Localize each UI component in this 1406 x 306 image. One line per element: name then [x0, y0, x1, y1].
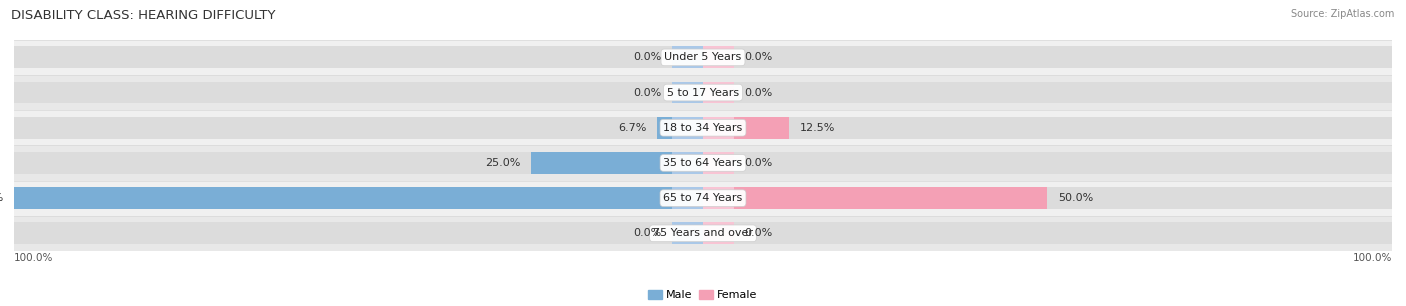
Bar [14, 110, 1392, 145]
Bar [703, 187, 734, 209]
Bar [14, 82, 1392, 103]
Bar [703, 152, 734, 174]
Bar [703, 117, 734, 139]
Bar [14, 47, 1392, 68]
Text: 100.0%: 100.0% [14, 253, 53, 263]
Text: 0.0%: 0.0% [744, 228, 772, 238]
Bar [14, 187, 703, 209]
Legend: Male, Female: Male, Female [644, 285, 762, 304]
Bar [14, 152, 1392, 174]
Text: 0.0%: 0.0% [744, 88, 772, 98]
Bar [703, 222, 734, 244]
Text: 35 to 64 Years: 35 to 64 Years [664, 158, 742, 168]
Text: 0.0%: 0.0% [744, 158, 772, 168]
Text: 50.0%: 50.0% [1057, 193, 1092, 203]
Bar [14, 75, 1392, 110]
Text: 12.5%: 12.5% [800, 123, 835, 133]
Bar [14, 181, 1392, 216]
Text: Under 5 Years: Under 5 Years [665, 52, 741, 62]
Text: Source: ZipAtlas.com: Source: ZipAtlas.com [1291, 9, 1395, 19]
Bar [672, 82, 703, 103]
Bar [14, 145, 1392, 181]
Text: 75 Years and over: 75 Years and over [652, 228, 754, 238]
Bar [672, 152, 703, 174]
Bar [703, 47, 734, 68]
Bar [672, 47, 703, 68]
Bar [672, 222, 703, 244]
Bar [14, 187, 1392, 209]
Bar [672, 117, 703, 139]
Text: 100.0%: 100.0% [0, 193, 4, 203]
Bar [14, 117, 1392, 139]
Text: 5 to 17 Years: 5 to 17 Years [666, 88, 740, 98]
Text: 0.0%: 0.0% [634, 52, 662, 62]
Bar [531, 152, 703, 174]
Bar [672, 187, 703, 209]
Bar [703, 82, 734, 103]
Text: 0.0%: 0.0% [634, 88, 662, 98]
Bar [14, 222, 1392, 244]
Text: 25.0%: 25.0% [485, 158, 520, 168]
Bar [703, 187, 1047, 209]
Text: 0.0%: 0.0% [634, 228, 662, 238]
Text: DISABILITY CLASS: HEARING DIFFICULTY: DISABILITY CLASS: HEARING DIFFICULTY [11, 9, 276, 22]
Bar [14, 40, 1392, 75]
Text: 0.0%: 0.0% [744, 52, 772, 62]
Text: 65 to 74 Years: 65 to 74 Years [664, 193, 742, 203]
Text: 6.7%: 6.7% [619, 123, 647, 133]
Bar [657, 117, 703, 139]
Bar [14, 216, 1392, 251]
Bar [703, 117, 789, 139]
Text: 18 to 34 Years: 18 to 34 Years [664, 123, 742, 133]
Text: 100.0%: 100.0% [1353, 253, 1392, 263]
